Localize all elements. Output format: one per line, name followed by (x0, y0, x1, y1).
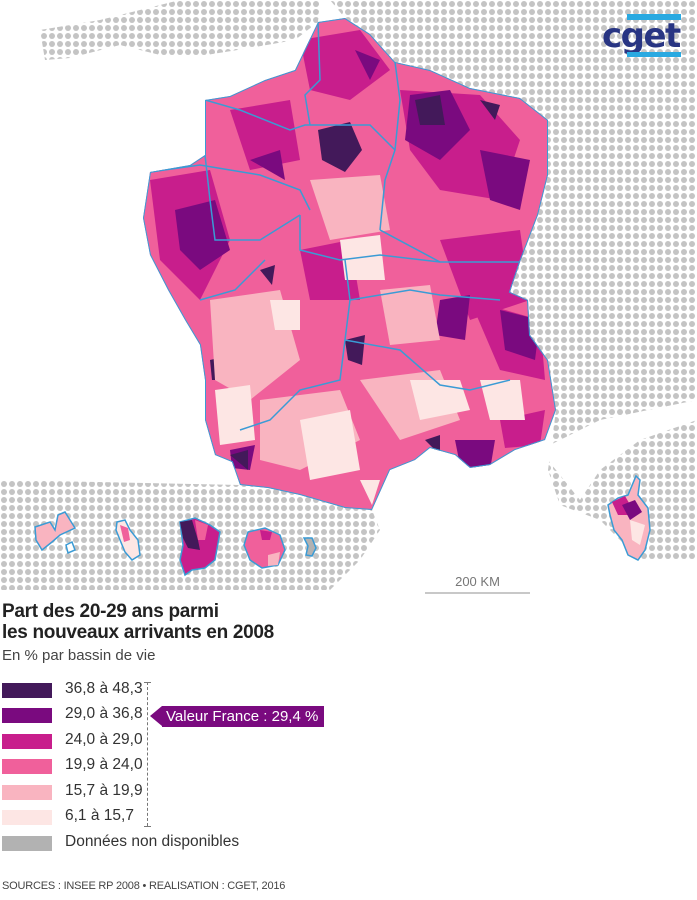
legend-swatch (2, 734, 52, 749)
legend-bracket-bottom (144, 826, 151, 827)
legend-item: 15,7 à 19,9 (2, 782, 262, 802)
scale-line (425, 592, 530, 594)
legend-swatch (2, 708, 52, 723)
legend-bracket (147, 682, 148, 826)
legend-label: 29,0 à 36,8 (65, 705, 143, 722)
logo-text: cget (602, 16, 681, 56)
legend-item: 36,8 à 48,3 (2, 680, 262, 700)
legend-label: Données non disponibles (65, 833, 240, 850)
legend-item: 29,0 à 36,8 (2, 705, 262, 725)
scale-label: 200 KM (455, 574, 500, 589)
legend-item: 19,9 à 24,0 (2, 756, 262, 776)
sources-footer: SOURCES : INSEE RP 2008 • REALISATION : … (2, 880, 286, 892)
map-canvas (0, 0, 697, 590)
callout-label: Valeur France : 29,4 % (162, 706, 325, 727)
choropleth-map: cget 200 KM (0, 0, 697, 594)
legend-label: 36,8 à 48,3 (65, 680, 143, 697)
legend-item-no-data: Données non disponibles (2, 833, 262, 853)
legend-label: 24,0 à 29,0 (65, 731, 143, 748)
legend-label: 15,7 à 19,9 (65, 782, 143, 799)
map-title: Part des 20-29 ans parmi les nouveaux ar… (2, 601, 274, 643)
map-subtitle: En % par bassin de vie (2, 647, 156, 664)
legend-label: 6,1 à 15,7 (65, 807, 134, 824)
legend-item: 6,1 à 15,7 (2, 807, 262, 827)
france-mainland (143, 18, 556, 510)
logo-bottom-bar (627, 52, 681, 57)
cget-logo: cget (600, 14, 686, 58)
legend-swatch (2, 759, 52, 774)
mayotte (302, 537, 317, 557)
legend-swatch (2, 836, 52, 851)
guyane (179, 517, 221, 577)
callout-arrow-icon (150, 706, 162, 726)
corse (607, 474, 651, 561)
legend-swatch (2, 683, 52, 698)
la-reunion (243, 527, 286, 569)
legend-item: 24,0 à 29,0 (2, 731, 262, 751)
martinique (115, 519, 141, 561)
title-line-1: Part des 20-29 ans parmi (2, 601, 219, 622)
scale-bar: 200 KM (425, 574, 530, 594)
logo-top-bar (627, 14, 681, 20)
legend-swatch (2, 810, 52, 825)
legend-label: 19,9 à 24,0 (65, 756, 143, 773)
guadeloupe (34, 511, 77, 555)
title-line-2: les nouveaux arrivants en 2008 (2, 622, 274, 643)
legend-swatch (2, 785, 52, 800)
